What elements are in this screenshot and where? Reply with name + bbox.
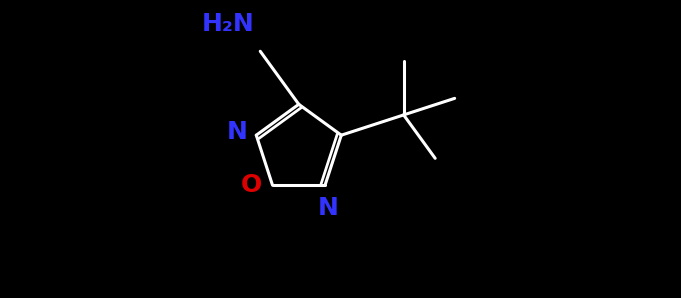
Text: N: N	[317, 196, 338, 220]
Text: H₂N: H₂N	[202, 12, 254, 36]
Text: N: N	[227, 120, 247, 144]
Text: O: O	[240, 173, 262, 197]
